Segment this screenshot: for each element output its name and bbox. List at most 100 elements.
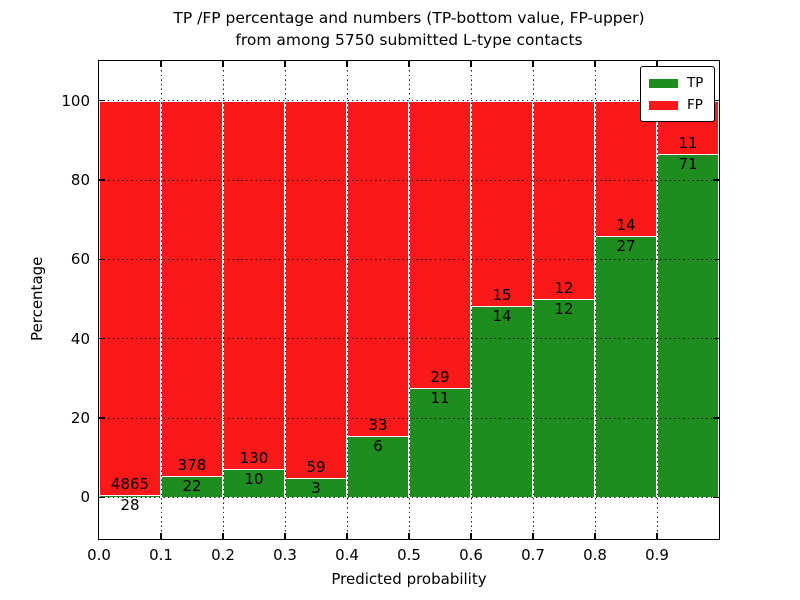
y-tick-mark-right bbox=[713, 258, 719, 260]
chart-title-line1: TP /FP percentage and numbers (TP-bottom… bbox=[173, 9, 645, 27]
y-tick-mark bbox=[99, 179, 105, 181]
tp-count-label: 22 bbox=[182, 476, 202, 495]
chart-title-line2: from among 5750 submitted L-type contact… bbox=[235, 31, 583, 49]
x-tick-mark-top bbox=[470, 61, 472, 67]
y-axis-label: Percentage bbox=[28, 256, 46, 341]
bar-tp-segment bbox=[657, 153, 719, 498]
y-tick-label: 100 bbox=[61, 91, 90, 110]
x-tick-mark-top bbox=[284, 61, 286, 67]
x-tick-mark-top bbox=[532, 61, 534, 67]
y-tick-mark bbox=[99, 338, 105, 340]
chart-title: TP /FP percentage and numbers (TP-bottom… bbox=[98, 7, 720, 51]
x-tick-mark bbox=[656, 533, 658, 539]
bar-tp-segment bbox=[533, 299, 595, 498]
plot-area: TP FP 4865 28 378 22 130 10 59 3 33 6 29 11 15 14 12 12… bbox=[61, 60, 720, 564]
tp-count-label: 71 bbox=[678, 154, 698, 173]
x-tick-mark bbox=[222, 533, 224, 539]
tp-count-label: 14 bbox=[492, 306, 512, 325]
x-tick-mark-top bbox=[222, 61, 224, 67]
x-axis-label: Predicted probability bbox=[331, 570, 487, 588]
legend: TP FP bbox=[640, 66, 715, 122]
tp-count-label: 27 bbox=[616, 237, 636, 256]
gridline-vertical bbox=[160, 61, 162, 539]
x-tick-label: 0.7 bbox=[521, 546, 545, 564]
fp-count-label: 15 bbox=[492, 285, 512, 304]
bar-fp-segment bbox=[595, 100, 657, 237]
bar-tp-segment bbox=[595, 236, 657, 498]
y-tick-mark bbox=[99, 417, 105, 419]
bar-fp-segment bbox=[409, 100, 471, 389]
y-tick-mark-right bbox=[713, 179, 719, 181]
tp-count-label: 3 bbox=[311, 479, 321, 498]
fp-count-label: 59 bbox=[306, 458, 326, 477]
y-tick-mark-right bbox=[713, 417, 719, 419]
fp-count-label: 130 bbox=[239, 449, 269, 468]
x-tick-mark-top bbox=[594, 61, 596, 67]
x-tick-mark-top bbox=[160, 61, 162, 67]
legend-swatch-fp bbox=[649, 100, 678, 110]
y-tick-label: 20 bbox=[70, 409, 90, 427]
tp-count-label: 6 bbox=[373, 437, 383, 456]
x-tick-label: 0.3 bbox=[273, 546, 297, 564]
y-tick-mark-right bbox=[713, 100, 719, 102]
x-tick-mark bbox=[160, 533, 162, 539]
y-tick-label: 80 bbox=[70, 171, 90, 189]
y-tick-label: 40 bbox=[70, 329, 90, 348]
gridline-vertical bbox=[470, 61, 472, 539]
fp-count-label: 4865 bbox=[110, 475, 150, 494]
y-tick-label: 60 bbox=[70, 250, 90, 269]
bar-fp-segment bbox=[99, 100, 161, 496]
fp-count-label: 12 bbox=[554, 279, 574, 298]
fp-count-label: 11 bbox=[678, 133, 698, 152]
gridline-vertical bbox=[408, 61, 410, 539]
x-tick-mark bbox=[594, 533, 596, 539]
legend-entry-fp: FP bbox=[649, 94, 705, 116]
gridline-vertical bbox=[284, 61, 286, 539]
fp-count-label: 14 bbox=[616, 216, 636, 235]
x-tick-mark bbox=[532, 533, 534, 539]
x-tick-mark bbox=[346, 533, 348, 539]
gridline-vertical bbox=[222, 61, 224, 539]
y-tick-mark bbox=[99, 258, 105, 260]
bar-fp-segment bbox=[285, 100, 347, 479]
y-tick-mark-right bbox=[713, 338, 719, 340]
x-tick-label: 0.6 bbox=[459, 546, 483, 564]
bar-fp-segment bbox=[161, 100, 223, 476]
legend-entry-tp: TP bbox=[649, 72, 705, 94]
gridline-vertical bbox=[532, 61, 534, 539]
tp-count-label: 10 bbox=[244, 470, 264, 488]
bar-fp-segment bbox=[471, 100, 533, 306]
gridline-vertical bbox=[346, 61, 348, 539]
y-tick-mark bbox=[99, 496, 105, 498]
x-tick-mark-top bbox=[656, 61, 658, 67]
tp-count-label: 12 bbox=[554, 300, 574, 318]
y-tick-label: 0 bbox=[80, 488, 90, 507]
gridline-vertical bbox=[594, 61, 596, 539]
bar-tp-segment bbox=[347, 436, 409, 498]
bar-fp-segment bbox=[223, 100, 285, 469]
x-tick-label: 0.4 bbox=[335, 546, 359, 564]
x-tick-mark-top bbox=[346, 61, 348, 67]
tp-count-label: 11 bbox=[430, 389, 450, 408]
bar-fp-segment bbox=[347, 100, 409, 437]
x-tick-mark bbox=[470, 533, 472, 539]
x-tick-mark bbox=[284, 533, 286, 539]
x-tick-mark-top bbox=[408, 61, 410, 67]
y-tick-mark-right bbox=[713, 496, 719, 498]
x-tick-label: 0.8 bbox=[583, 546, 607, 564]
bar-fp-segment bbox=[533, 100, 595, 299]
y-tick-mark bbox=[99, 100, 105, 102]
fp-count-label: 33 bbox=[368, 416, 388, 435]
fp-count-label: 29 bbox=[430, 368, 450, 387]
x-tick-label: 0.2 bbox=[211, 546, 235, 564]
x-tick-label: 0.1 bbox=[149, 546, 173, 564]
legend-label-fp: FP bbox=[687, 97, 703, 113]
bar-tp-segment bbox=[223, 469, 285, 498]
gridline-vertical bbox=[656, 61, 658, 539]
fp-count-label: 378 bbox=[177, 455, 207, 474]
x-tick-mark bbox=[408, 533, 410, 539]
legend-swatch-tp bbox=[649, 78, 678, 88]
x-tick-label: 0.5 bbox=[397, 546, 421, 564]
bar-tp-segment bbox=[471, 305, 533, 498]
